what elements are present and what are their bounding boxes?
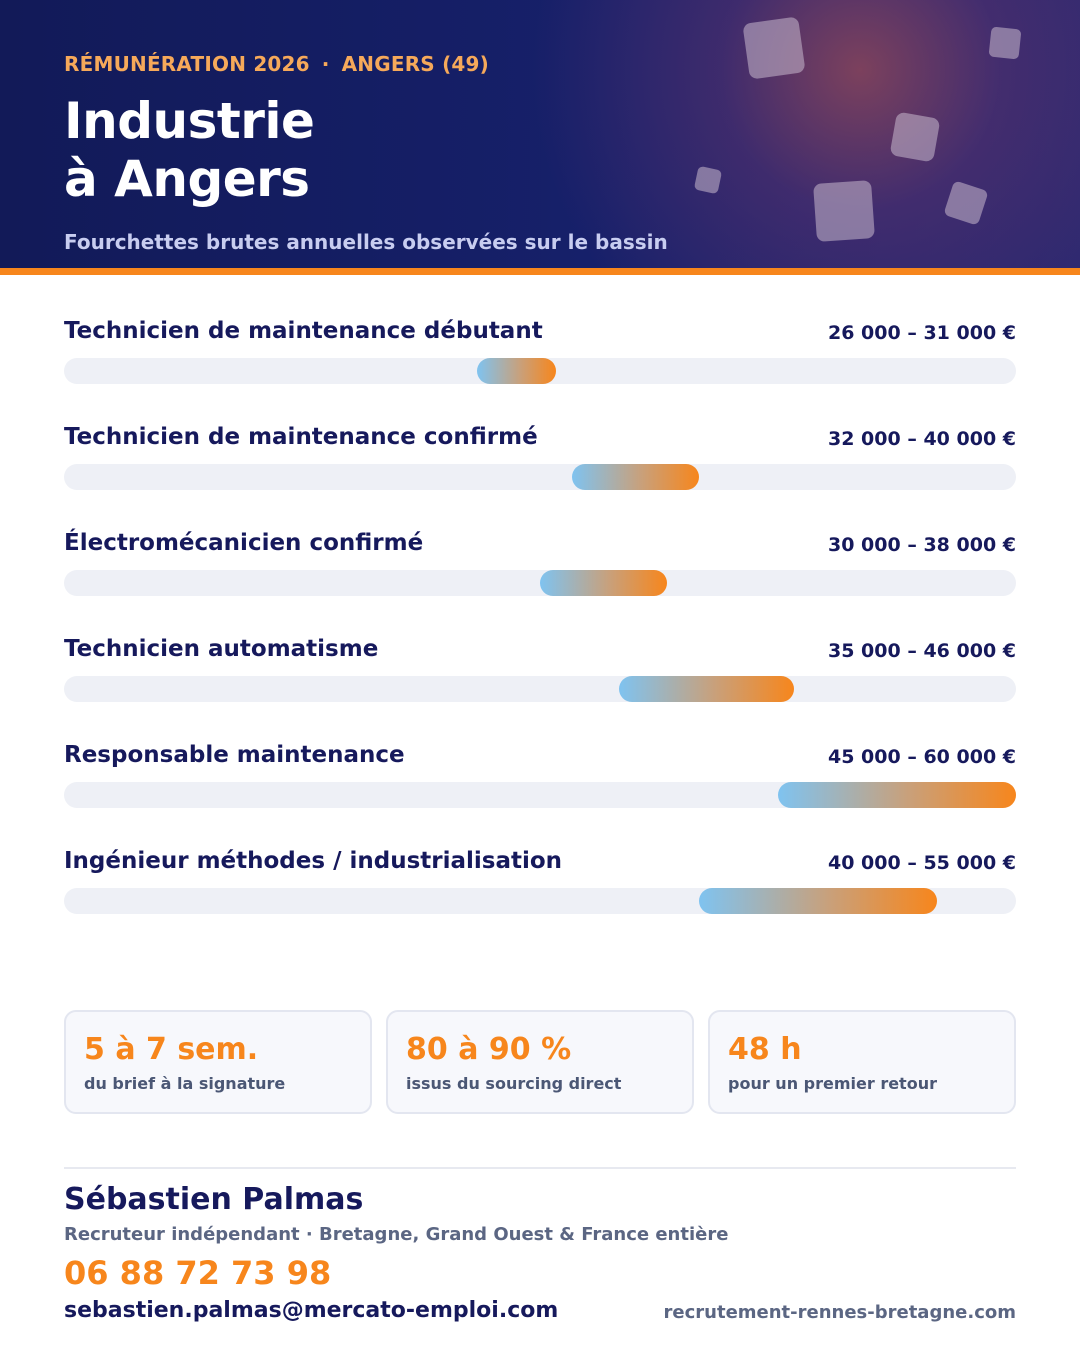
salary-range: 32 000 – 40 000 € (828, 428, 1016, 450)
contact-role: Recruteur indépendant · Bretagne, Grand … (64, 1224, 729, 1245)
salary-track (64, 570, 1016, 596)
contact-email[interactable]: sebastien.palmas@mercato-emploi.com (64, 1298, 559, 1323)
page-subtitle: Fourchettes brutes annuelles observées s… (64, 230, 668, 254)
footer-divider (64, 1167, 1016, 1169)
kicker-location: ANGERS (49) (341, 52, 489, 76)
salary-row: Ingénieur méthodes / industrialisation 4… (64, 848, 1016, 928)
decorative-square (988, 26, 1022, 60)
stat-value: 48 h (728, 1032, 802, 1067)
contact-name: Sébastien Palmas (64, 1182, 364, 1217)
salary-track (64, 358, 1016, 384)
salary-track (64, 888, 1016, 914)
salary-range-bar (777, 782, 1016, 808)
contact-phone[interactable]: 06 88 72 73 98 (64, 1254, 332, 1292)
salary-row: Responsable maintenance 45 000 – 60 000 … (64, 742, 1016, 822)
salary-row: Technicien de maintenance confirmé 32 00… (64, 424, 1016, 504)
job-title: Ingénieur méthodes / industrialisation (64, 848, 563, 874)
stat-description: du brief à la signature (84, 1074, 286, 1093)
job-title: Électromécanicien confirmé (64, 530, 424, 556)
kicker: RÉMUNÉRATION 2026 · ANGERS (49) (64, 52, 489, 76)
salary-track (64, 782, 1016, 808)
job-title: Technicien de maintenance confirmé (64, 424, 538, 450)
stat-value: 5 à 7 sem. (84, 1032, 259, 1067)
decorative-square (889, 111, 941, 163)
salary-range-bar (571, 464, 699, 490)
decorative-square (943, 180, 989, 226)
salary-range: 40 000 – 55 000 € (828, 852, 1016, 874)
header-banner: RÉMUNÉRATION 2026 · ANGERS (49) Industrie … (0, 0, 1080, 268)
salary-range-bar (698, 888, 937, 914)
salary-range: 26 000 – 31 000 € (828, 322, 1016, 344)
stat-card-delay: 5 à 7 sem. du brief à la signature (64, 1010, 372, 1114)
contact-website[interactable]: recrutement-rennes-bretagne.com (663, 1302, 1016, 1323)
salary-row: Technicien automatisme 35 000 – 46 000 € (64, 636, 1016, 716)
salary-range: 30 000 – 38 000 € (828, 534, 1016, 556)
decorative-square (742, 16, 806, 80)
decorative-square (813, 180, 875, 242)
kicker-topic: RÉMUNÉRATION 2026 (64, 52, 310, 76)
stat-card-response: 48 h pour un premier retour (708, 1010, 1016, 1114)
kicker-separator: · (321, 52, 330, 76)
salary-range: 35 000 – 46 000 € (828, 640, 1016, 662)
salary-range-bar (476, 358, 556, 384)
salary-range-bar (619, 676, 794, 702)
salary-track (64, 676, 1016, 702)
salary-track (64, 464, 1016, 490)
salary-range: 45 000 – 60 000 € (828, 746, 1016, 768)
job-title: Technicien automatisme (64, 636, 379, 662)
stat-description: issus du sourcing direct (406, 1074, 622, 1093)
salary-row: Technicien de maintenance débutant 26 00… (64, 318, 1016, 398)
page-title-line-2: à Angers (64, 150, 310, 208)
salary-range-bar (539, 570, 667, 596)
job-title: Technicien de maintenance débutant (64, 318, 543, 344)
job-title: Responsable maintenance (64, 742, 405, 768)
header-accent-rule (0, 268, 1080, 275)
page-title-line-1: Industrie (64, 92, 315, 150)
salary-row: Électromécanicien confirmé 30 000 – 38 0… (64, 530, 1016, 610)
decorative-square (693, 165, 723, 195)
stat-value: 80 à 90 % (406, 1032, 572, 1067)
stat-card-sourcing: 80 à 90 % issus du sourcing direct (386, 1010, 694, 1114)
stat-description: pour un premier retour (728, 1074, 937, 1093)
